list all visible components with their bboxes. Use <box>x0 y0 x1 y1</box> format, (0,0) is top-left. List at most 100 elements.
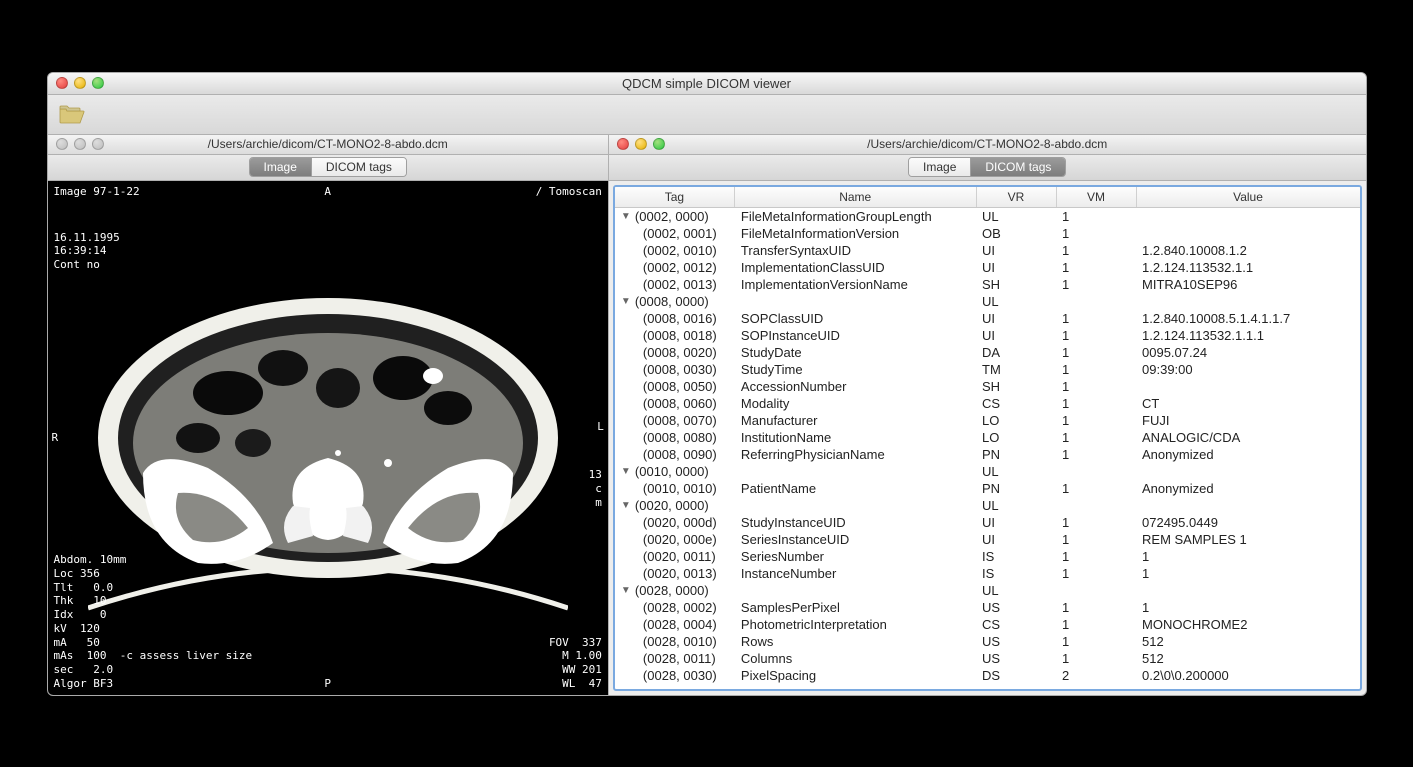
table-row[interactable]: (0008, 0080)InstitutionNameLO1ANALOGIC/C… <box>615 429 1360 446</box>
table-row[interactable]: ▼(0010, 0000)UL <box>615 463 1360 480</box>
cell-value <box>1136 583 1359 598</box>
disclosure-triangle-icon[interactable]: ▼ <box>621 466 633 477</box>
minimize-icon[interactable] <box>74 138 86 150</box>
left-pane-titlebar[interactable]: /Users/archie/dicom/CT-MONO2-8-abdo.dcm <box>48 135 608 155</box>
cell-vr: UI <box>976 243 1056 258</box>
cell-value: Anonymized <box>1136 447 1359 462</box>
close-icon[interactable] <box>617 138 629 150</box>
table-row[interactable]: (0008, 0050)AccessionNumberSH1 <box>615 378 1360 395</box>
col-vr[interactable]: VR <box>977 187 1057 207</box>
zoom-icon[interactable] <box>92 138 104 150</box>
zoom-icon[interactable] <box>92 77 104 89</box>
table-row[interactable]: (0028, 0030)PixelSpacingDS20.2\0\0.20000… <box>615 667 1360 684</box>
table-row[interactable]: (0020, 000e)SeriesInstanceUIDUI1REM SAMP… <box>615 531 1360 548</box>
zoom-icon[interactable] <box>653 138 665 150</box>
table-row[interactable]: ▼(0028, 0000)UL <box>615 582 1360 599</box>
left-pane-window-controls <box>56 138 104 150</box>
table-row[interactable]: (0008, 0060)ModalityCS1CT <box>615 395 1360 412</box>
cell-tag: (0028, 0010) <box>615 634 735 649</box>
window-titlebar[interactable]: QDCM simple DICOM viewer <box>48 73 1366 95</box>
table-row[interactable]: (0002, 0012)ImplementationClassUIDUI11.2… <box>615 259 1360 276</box>
cell-name <box>735 583 976 598</box>
table-row[interactable]: (0002, 0001)FileMetaInformationVersionOB… <box>615 225 1360 242</box>
cell-name: ReferringPhysicianName <box>735 447 976 462</box>
cell-vm: 1 <box>1056 600 1136 615</box>
cell-value: 1.2.124.113532.1.1 <box>1136 260 1359 275</box>
cell-tag: (0002, 0010) <box>615 243 735 258</box>
cell-vr: LO <box>976 430 1056 445</box>
minimize-icon[interactable] <box>74 77 86 89</box>
cell-name <box>735 294 976 309</box>
table-row[interactable]: (0008, 0016)SOPClassUIDUI11.2.840.10008.… <box>615 310 1360 327</box>
table-row[interactable]: ▼(0020, 0000)UL <box>615 497 1360 514</box>
overlay-datetime: 16.11.1995 16:39:14 Cont no <box>54 231 120 272</box>
cell-vr: US <box>976 634 1056 649</box>
table-row[interactable]: (0002, 0013)ImplementationVersionNameSH1… <box>615 276 1360 293</box>
cell-name: InstanceNumber <box>735 566 976 581</box>
panes: /Users/archie/dicom/CT-MONO2-8-abdo.dcm … <box>48 135 1366 695</box>
table-row[interactable]: (0008, 0030)StudyTimeTM109:39:00 <box>615 361 1360 378</box>
cell-vm <box>1056 464 1136 479</box>
cell-vm: 1 <box>1056 532 1136 547</box>
table-row[interactable]: (0008, 0090)ReferringPhysicianNamePN1Ano… <box>615 446 1360 463</box>
col-tag[interactable]: Tag <box>615 187 735 207</box>
cell-value <box>1136 498 1359 513</box>
open-file-button[interactable] <box>58 103 86 125</box>
table-row[interactable]: (0002, 0010)TransferSyntaxUIDUI11.2.840.… <box>615 242 1360 259</box>
tab-image[interactable]: Image <box>250 158 311 176</box>
cell-value: 512 <box>1136 651 1359 666</box>
cell-value: 072495.0449 <box>1136 515 1359 530</box>
table-row[interactable]: (0020, 0011)SeriesNumberIS11 <box>615 548 1360 565</box>
col-value[interactable]: Value <box>1137 187 1360 207</box>
cell-vr: UI <box>976 532 1056 547</box>
disclosure-triangle-icon[interactable]: ▼ <box>621 585 633 596</box>
disclosure-triangle-icon[interactable]: ▼ <box>621 296 633 307</box>
table-row[interactable]: (0008, 0070)ManufacturerLO1FUJI <box>615 412 1360 429</box>
app-window: QDCM simple DICOM viewer /Users/archie/d… <box>47 72 1367 696</box>
tags-body[interactable]: ▼(0002, 0000)FileMetaInformationGroupLen… <box>615 208 1360 689</box>
cell-vm: 1 <box>1056 277 1136 292</box>
disclosure-triangle-icon[interactable]: ▼ <box>621 500 633 511</box>
image-viewer[interactable]: Image 97-1-22 A / Tomoscan 16.11.1995 16… <box>48 181 608 695</box>
minimize-icon[interactable] <box>635 138 647 150</box>
tab-dicom-tags[interactable]: DICOM tags <box>311 158 406 176</box>
cell-tag: (0008, 0016) <box>615 311 735 326</box>
table-row[interactable]: (0020, 000d)StudyInstanceUIDUI1072495.04… <box>615 514 1360 531</box>
tab-image[interactable]: Image <box>909 158 970 176</box>
cell-value: 1 <box>1136 549 1359 564</box>
cell-vm: 1 <box>1056 413 1136 428</box>
cell-tag: (0008, 0030) <box>615 362 735 377</box>
cell-value: ANALOGIC/CDA <box>1136 430 1359 445</box>
folder-open-icon <box>58 103 86 125</box>
cell-name: Manufacturer <box>735 413 976 428</box>
table-row[interactable]: (0010, 0010)PatientNamePN1Anonymized <box>615 480 1360 497</box>
table-row[interactable]: (0008, 0018)SOPInstanceUIDUI11.2.124.113… <box>615 327 1360 344</box>
tags-header: Tag Name VR VM Value <box>615 187 1360 208</box>
table-row[interactable]: (0028, 0010)RowsUS1512 <box>615 633 1360 650</box>
cell-value <box>1136 226 1359 241</box>
right-pane: /Users/archie/dicom/CT-MONO2-8-abdo.dcm … <box>609 135 1366 695</box>
table-row[interactable]: (0008, 0020)StudyDateDA10095.07.24 <box>615 344 1360 361</box>
cell-tag: (0008, 0070) <box>615 413 735 428</box>
col-vm[interactable]: VM <box>1057 187 1137 207</box>
overlay-scale: 13 c m <box>589 468 602 509</box>
table-row[interactable]: (0020, 0013)InstanceNumberIS11 <box>615 565 1360 582</box>
table-row[interactable]: ▼(0008, 0000)UL <box>615 293 1360 310</box>
right-pane-titlebar[interactable]: /Users/archie/dicom/CT-MONO2-8-abdo.dcm <box>609 135 1366 155</box>
tab-dicom-tags[interactable]: DICOM tags <box>970 158 1065 176</box>
cell-tag: (0020, 000e) <box>615 532 735 547</box>
table-row[interactable]: ▼(0002, 0000)FileMetaInformationGroupLen… <box>615 208 1360 225</box>
right-tabs: Image DICOM tags <box>908 157 1066 177</box>
cell-tag: (0008, 0060) <box>615 396 735 411</box>
cell-vm: 1 <box>1056 549 1136 564</box>
table-row[interactable]: (0028, 0004)PhotometricInterpretationCS1… <box>615 616 1360 633</box>
col-name[interactable]: Name <box>735 187 977 207</box>
close-icon[interactable] <box>56 138 68 150</box>
table-row[interactable]: (0028, 0011)ColumnsUS1512 <box>615 650 1360 667</box>
cell-value: 09:39:00 <box>1136 362 1359 377</box>
disclosure-triangle-icon[interactable]: ▼ <box>621 211 633 222</box>
cell-vr: IS <box>976 566 1056 581</box>
cell-tag: (0028, 0011) <box>615 651 735 666</box>
close-icon[interactable] <box>56 77 68 89</box>
table-row[interactable]: (0028, 0002)SamplesPerPixelUS11 <box>615 599 1360 616</box>
